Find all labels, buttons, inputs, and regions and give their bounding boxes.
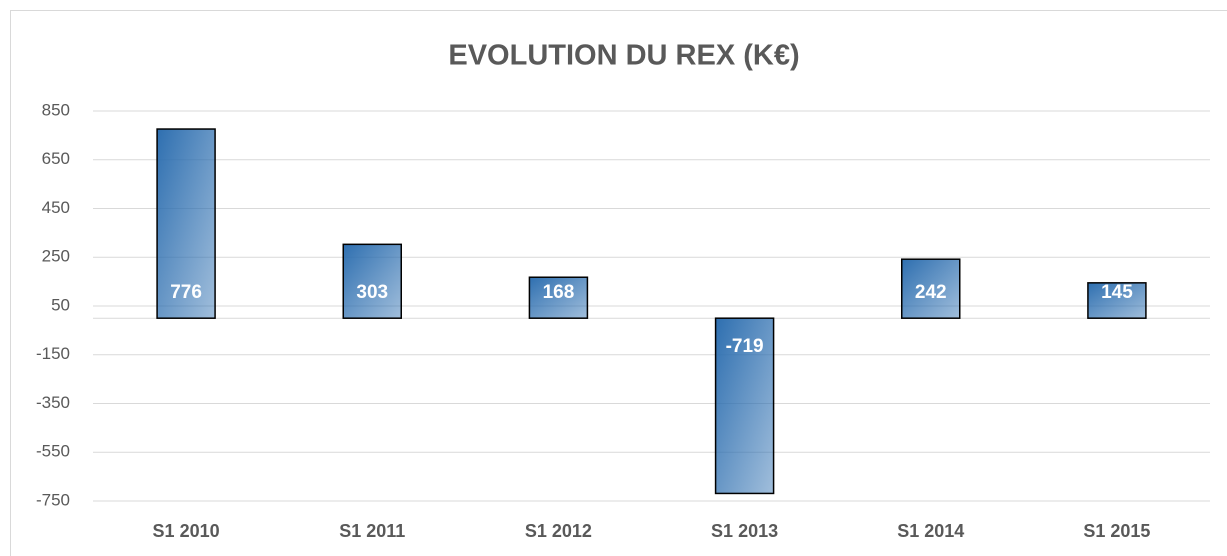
bar xyxy=(156,128,216,319)
y-tick-label: 850 xyxy=(42,100,70,119)
y-tick-label: 50 xyxy=(51,295,70,314)
y-tick-label: 450 xyxy=(42,198,70,217)
y-tick-label: -150 xyxy=(36,344,70,363)
data-label: 168 xyxy=(543,282,575,303)
x-tick-label: S1 2015 xyxy=(1083,521,1150,541)
x-tick-label: S1 2013 xyxy=(711,521,778,541)
x-tick-label: S1 2011 xyxy=(339,521,405,541)
data-label: 145 xyxy=(1101,282,1133,303)
bar xyxy=(528,276,589,319)
data-label: 776 xyxy=(170,282,202,303)
data-label: -719 xyxy=(726,336,764,357)
y-tick-label: 250 xyxy=(42,247,70,266)
bar xyxy=(1087,282,1147,319)
chart-frame xyxy=(10,10,1227,556)
y-tick-label: 650 xyxy=(42,149,70,168)
data-label: 242 xyxy=(915,282,947,303)
x-tick-label: S1 2010 xyxy=(153,521,220,541)
y-tick-label: -750 xyxy=(36,490,70,509)
y-tick-label: -350 xyxy=(36,393,70,412)
bar xyxy=(342,243,402,319)
chart-title: EVOLUTION DU REX (K€) xyxy=(448,40,799,72)
x-tick-label: S1 2012 xyxy=(525,521,592,541)
y-tick-label: -550 xyxy=(36,442,70,461)
x-tick-label: S1 2014 xyxy=(897,521,964,541)
data-label: 303 xyxy=(356,282,388,303)
bar xyxy=(901,258,961,319)
bar xyxy=(714,317,775,495)
